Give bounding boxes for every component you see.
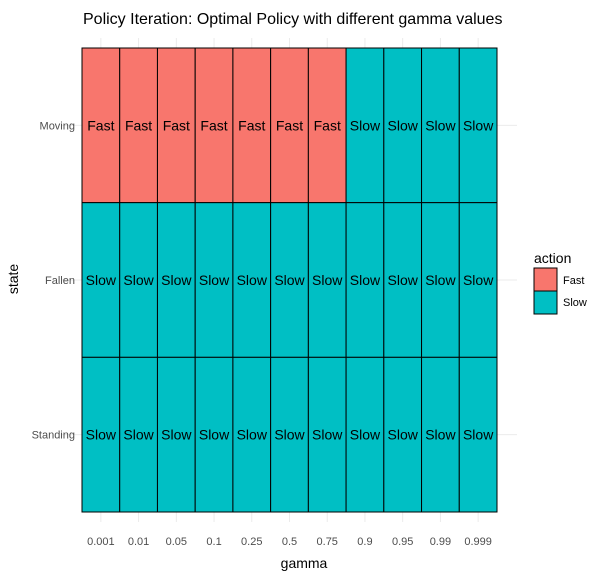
- cell-label: Slow: [86, 427, 117, 443]
- cell-label: Slow: [312, 427, 343, 443]
- heatmap-cell: [232, 202, 272, 358]
- y-tick-label: Fallen: [45, 275, 75, 287]
- cell-label: Fast: [238, 117, 265, 133]
- legend-label-fast: Fast: [563, 275, 584, 287]
- heatmap-cell: [458, 47, 498, 204]
- cell-label: Slow: [425, 427, 456, 443]
- cell-label: Fast: [276, 117, 303, 133]
- cell-label: Fast: [163, 117, 190, 133]
- heatmap-cell: [194, 356, 234, 513]
- heatmap-cell: [345, 47, 385, 204]
- legend-swatch-slow: [533, 290, 558, 315]
- y-tick-label: Standing: [32, 430, 75, 442]
- heatmap-cell: [270, 47, 309, 204]
- heatmap-cell: [345, 356, 385, 513]
- heatmap-cell: [270, 356, 309, 513]
- x-tick-label: 0.99: [430, 536, 451, 548]
- x-tick-label: 0.5: [282, 536, 297, 548]
- heatmap-cell: [307, 356, 347, 513]
- heatmap-cell: [383, 356, 423, 513]
- heatmap-cell: [81, 202, 121, 358]
- cell-label: Slow: [463, 272, 494, 288]
- x-axis-ticks: 0.001 0.01 0.05 0.1 0.25 0.5 0.75 0.9 0.95 0.99 0.…: [87, 536, 492, 548]
- cell-label: Slow: [237, 272, 268, 288]
- cell-label: Fast: [314, 117, 341, 133]
- heatmap-cell: [156, 356, 196, 513]
- cell-label: Slow: [199, 272, 230, 288]
- heatmap-cell: [156, 47, 196, 204]
- legend: action Fast Slow: [533, 250, 587, 315]
- cell-label: Slow: [274, 272, 305, 288]
- chart-title: Policy Iteration: Optimal Policy with di…: [83, 11, 502, 28]
- cell-label: Slow: [425, 272, 456, 288]
- heatmap-cell: [421, 47, 460, 204]
- heatmap-cell: [421, 202, 460, 358]
- heatmap-cell: [383, 47, 423, 204]
- cell-label: Slow: [350, 117, 381, 133]
- cell-label: Slow: [350, 272, 381, 288]
- cell-label: Slow: [123, 272, 154, 288]
- legend-title: action: [534, 250, 571, 266]
- heatmap-cells: Fast Fast Fast Fast Fast Fast Fast Slow Slow Slow…: [81, 47, 498, 513]
- cell-label: Slow: [388, 272, 419, 288]
- cell-label: Slow: [199, 427, 230, 443]
- cell-label: Fast: [87, 117, 114, 133]
- x-tick-label: 0.999: [464, 536, 492, 548]
- cell-label: Fast: [200, 117, 227, 133]
- cell-label: Fast: [125, 117, 152, 133]
- x-tick-label: 0.1: [206, 536, 221, 548]
- heatmap-cell: [458, 202, 498, 358]
- x-tick-label: 0.001: [87, 536, 115, 548]
- heatmap-cell: [232, 356, 272, 513]
- x-tick-label: 0.05: [166, 536, 187, 548]
- heatmap-cell: [119, 356, 158, 513]
- x-tick-label: 0.25: [241, 536, 262, 548]
- y-axis-title: state: [5, 264, 21, 295]
- x-axis-title: gamma: [281, 555, 328, 571]
- cell-label: Slow: [463, 117, 494, 133]
- cell-label: Slow: [312, 272, 343, 288]
- y-axis-ticks: Moving Fallen Standing: [32, 120, 75, 441]
- cell-label: Slow: [388, 117, 419, 133]
- cell-label: Slow: [237, 427, 268, 443]
- heatmap-cell: [81, 356, 121, 513]
- x-tick-label: 0.01: [128, 536, 149, 548]
- x-tick-label: 0.95: [392, 536, 413, 548]
- cell-label: Slow: [123, 427, 154, 443]
- x-tick-label: 0.9: [357, 536, 372, 548]
- heatmap-cell: [307, 47, 347, 204]
- cell-label: Slow: [161, 427, 192, 443]
- cell-label: Slow: [350, 427, 381, 443]
- heatmap-cell: [421, 356, 460, 513]
- heatmap-cell: [194, 202, 234, 358]
- cell-label: Slow: [463, 427, 494, 443]
- legend-swatch-fast: [533, 267, 558, 292]
- y-tick-label: Moving: [40, 120, 75, 132]
- cell-label: Slow: [161, 272, 192, 288]
- x-tick-label: 0.75: [317, 536, 338, 548]
- cell-label: Slow: [388, 427, 419, 443]
- legend-label-slow: Slow: [563, 297, 587, 309]
- heatmap-cell: [458, 356, 498, 513]
- cell-label: Slow: [86, 272, 117, 288]
- cell-label: Slow: [425, 117, 456, 133]
- cell-label: Slow: [274, 427, 305, 443]
